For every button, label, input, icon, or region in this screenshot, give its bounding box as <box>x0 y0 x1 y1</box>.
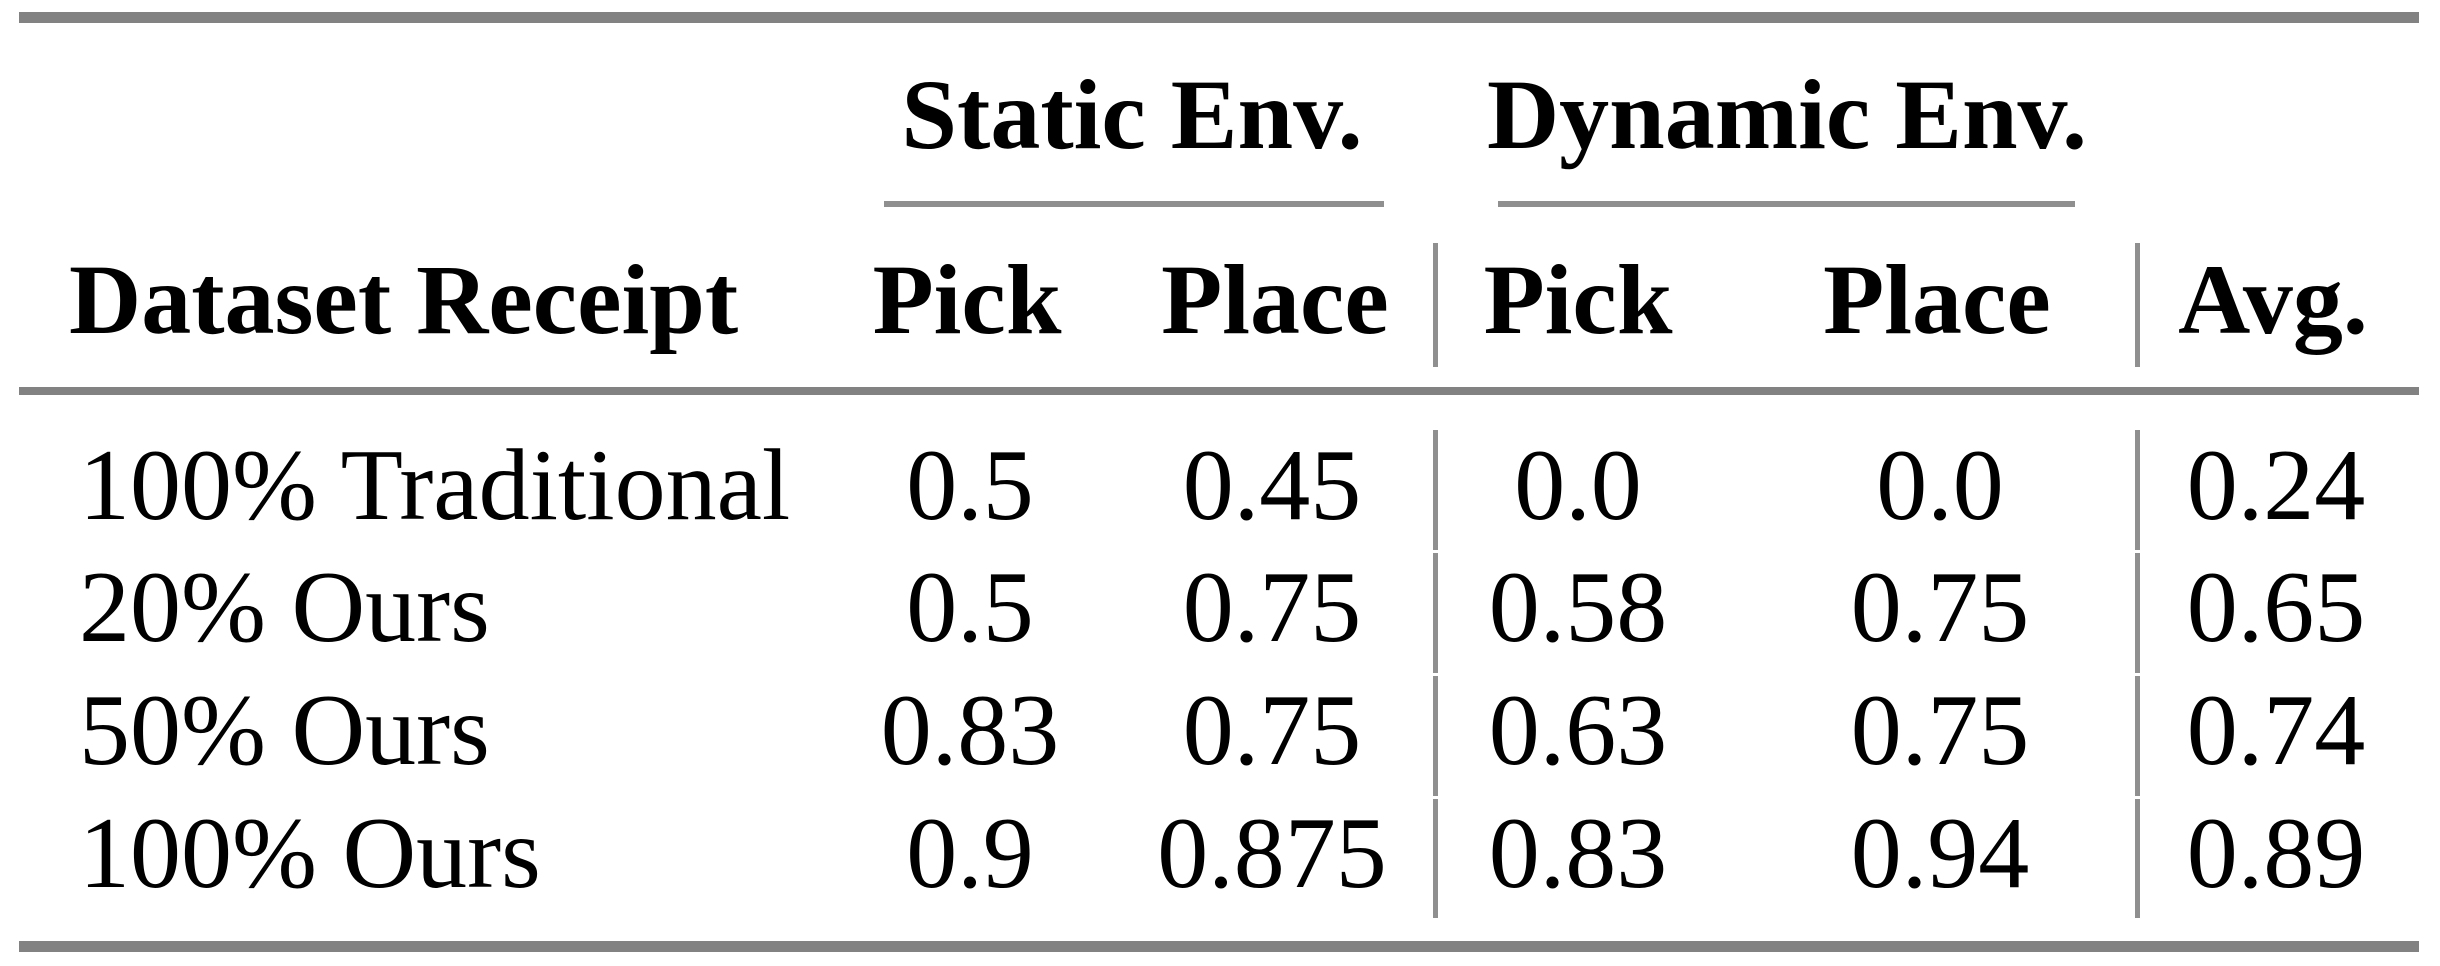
static-group-underline-rule <box>884 201 1384 207</box>
vertical-separator-right-row2 <box>2135 553 2140 673</box>
vertical-separator-right-row4 <box>2135 799 2140 918</box>
vertical-separator-left-row3 <box>1433 676 1438 796</box>
cell-static-pick: 0.5 <box>906 551 1034 664</box>
row-label: 100% Traditional <box>79 429 791 542</box>
table-bottom-rule <box>19 941 2419 952</box>
column-header-static-place: Place <box>1161 244 1389 355</box>
group-header-static-env: Static Env. <box>901 59 1363 170</box>
cell-static-pick: 0.9 <box>906 797 1034 910</box>
group-header-dynamic-env: Dynamic Env. <box>1486 59 2088 170</box>
cell-dynamic-place: 0.94 <box>1850 797 2030 910</box>
row-label: 50% Ours <box>79 674 490 787</box>
cell-dynamic-pick: 0.0 <box>1514 429 1642 542</box>
vertical-separator-left-row1 <box>1433 430 1438 550</box>
vertical-separator-right-row3 <box>2135 676 2140 796</box>
vertical-separator-left-row4 <box>1433 799 1438 918</box>
cell-dynamic-place: 0.75 <box>1850 551 2030 664</box>
cell-static-pick: 0.83 <box>880 674 1060 787</box>
vertical-separator-left-row2 <box>1433 553 1438 673</box>
vertical-separator-right-row1 <box>2135 430 2140 550</box>
cell-dynamic-place: 0.0 <box>1876 429 2004 542</box>
row-label: 20% Ours <box>79 551 490 664</box>
cell-static-place: 0.75 <box>1182 674 1362 787</box>
cell-avg: 0.24 <box>2186 429 2366 542</box>
column-header-static-pick: Pick <box>872 244 1062 355</box>
cell-static-pick: 0.5 <box>906 429 1034 542</box>
cell-dynamic-place: 0.75 <box>1850 674 2030 787</box>
cell-dynamic-pick: 0.63 <box>1488 674 1668 787</box>
cell-dynamic-pick: 0.58 <box>1488 551 1668 664</box>
column-header-dynamic-place: Place <box>1823 244 2051 355</box>
row-label: 100% Ours <box>79 797 541 910</box>
vertical-separator-left-header <box>1433 243 1438 367</box>
cell-static-place: 0.875 <box>1157 797 1387 910</box>
vertical-separator-right-header <box>2135 243 2140 367</box>
column-header-dataset-receipt: Dataset Receipt <box>69 244 739 355</box>
dynamic-group-underline-rule <box>1498 201 2075 207</box>
cell-static-place: 0.75 <box>1182 551 1362 664</box>
cell-avg: 0.89 <box>2186 797 2366 910</box>
cell-avg: 0.65 <box>2186 551 2366 664</box>
cell-dynamic-pick: 0.83 <box>1488 797 1668 910</box>
column-header-avg: Avg. <box>2178 244 2368 355</box>
column-header-dynamic-pick: Pick <box>1483 244 1673 355</box>
table-top-rule <box>19 12 2419 23</box>
cell-avg: 0.74 <box>2186 674 2366 787</box>
table-header-divider-rule <box>19 387 2419 395</box>
cell-static-place: 0.45 <box>1182 429 1362 542</box>
